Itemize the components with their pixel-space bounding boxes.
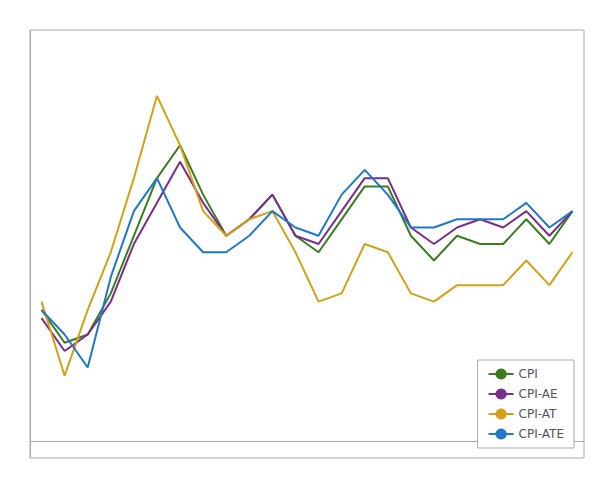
svg-text:CPI-AT: CPI-AT bbox=[519, 407, 557, 421]
svg-text:CPI-ATE: CPI-ATE bbox=[519, 427, 564, 441]
svg-text:CPI: CPI bbox=[519, 367, 538, 381]
svg-text:CPI-AE: CPI-AE bbox=[519, 387, 558, 401]
